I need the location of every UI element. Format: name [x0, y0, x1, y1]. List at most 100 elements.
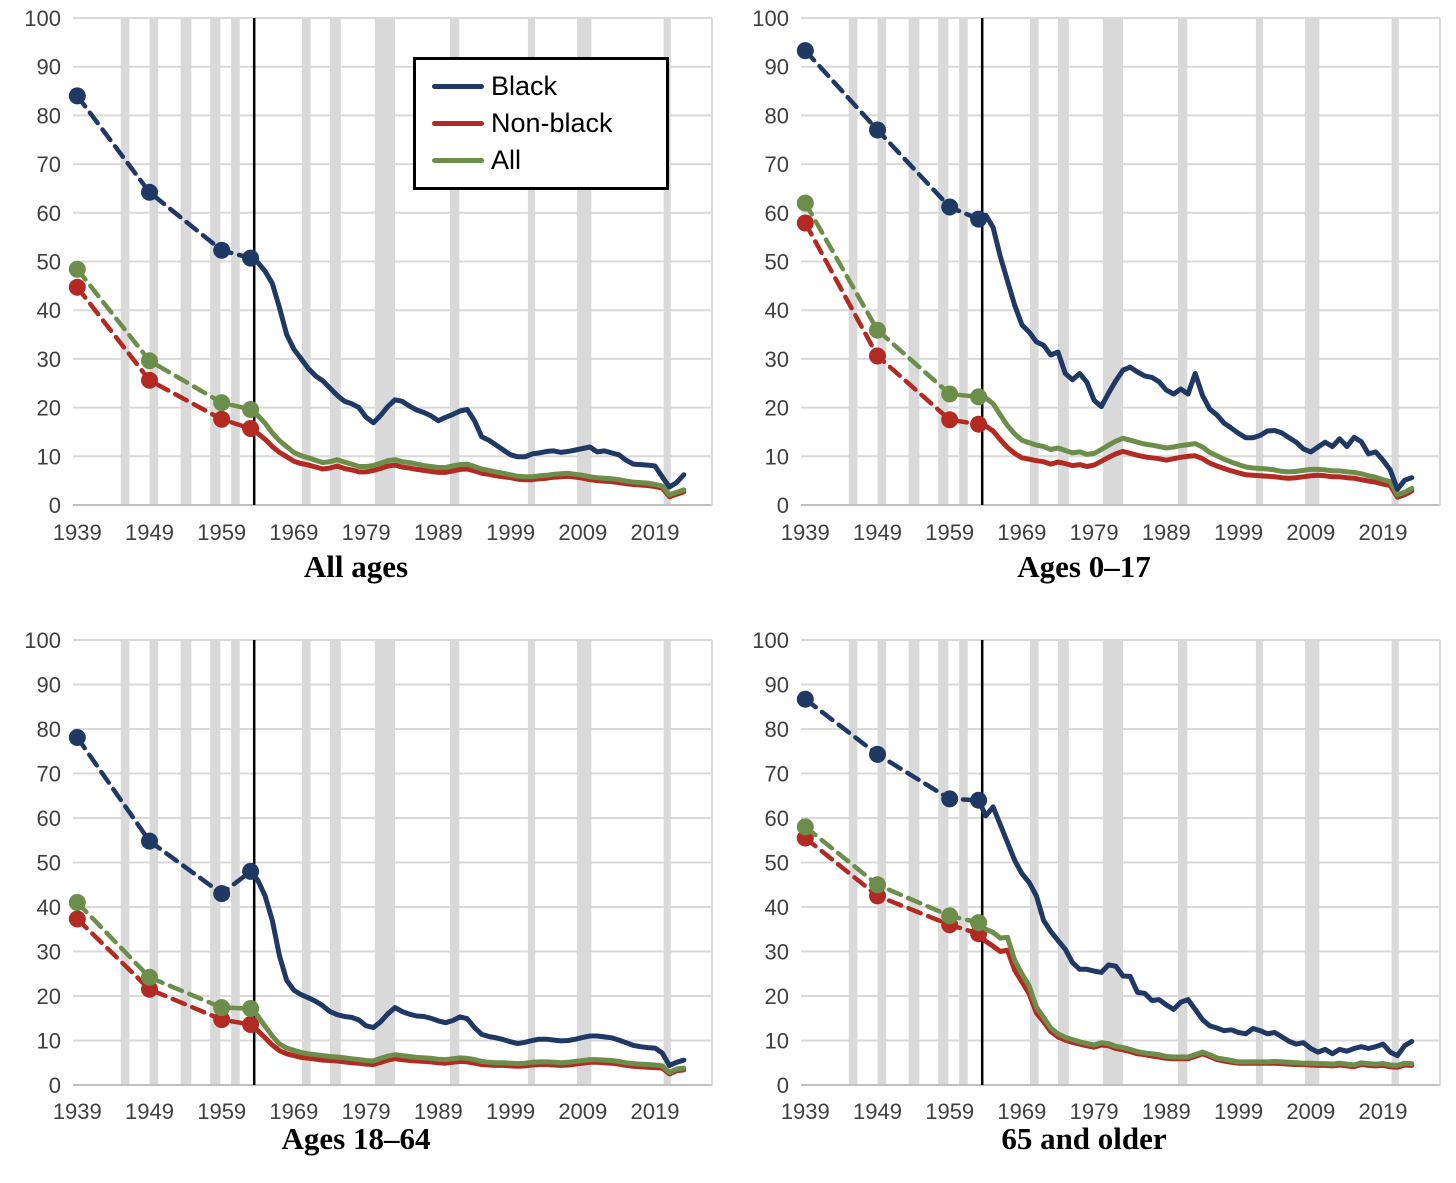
census-marker-black [941, 790, 959, 808]
census-marker-black [213, 241, 231, 259]
y-tick-label: 40 [37, 895, 61, 920]
series-dashed-all [803, 200, 981, 400]
series-dashed-black [75, 735, 253, 897]
series-line-all [976, 920, 1415, 1068]
census-marker-nonblack [141, 980, 158, 998]
y-tick-label: 10 [765, 444, 789, 469]
y-tick-label: 50 [765, 851, 789, 876]
y-tick-label: 90 [37, 673, 61, 698]
census-marker-all [242, 401, 260, 418]
legend-item-black: Black [432, 68, 666, 105]
x-tick-label: 2019 [631, 1099, 680, 1124]
x-tick-label: 2019 [631, 520, 680, 545]
census-marker-all [941, 385, 959, 403]
x-tick-label: 1979 [342, 520, 391, 545]
series-dashed-nonblack [803, 220, 981, 427]
x-tick-label: 1969 [997, 1099, 1046, 1124]
census-marker-nonblack [796, 214, 814, 232]
census-marker-black [68, 87, 86, 105]
y-tick-label: 40 [765, 895, 789, 920]
census-marker-all [213, 394, 231, 412]
x-tick-label: 1979 [342, 1099, 391, 1124]
legend-item-nonblack: Non-black [432, 105, 666, 142]
series-line-all [248, 407, 687, 498]
census-marker-all [796, 818, 814, 836]
series-line-nonblack [976, 931, 1415, 1070]
series-line-all [976, 394, 1415, 498]
y-tick-label: 60 [765, 806, 789, 831]
x-tick-label: 1949 [125, 520, 174, 545]
census-marker-nonblack [242, 1016, 260, 1033]
series-dashed-nonblack [75, 916, 253, 1027]
x-tick-label: 1999 [1214, 1099, 1263, 1124]
x-tick-label: 1939 [53, 520, 102, 545]
census-marker-black [68, 729, 86, 746]
census-marker-all [869, 876, 886, 894]
census-marker-black [141, 832, 158, 850]
legend-label-all: All [491, 145, 522, 175]
y-tick-label: 70 [37, 762, 61, 787]
series-dashed-nonblack [75, 285, 253, 431]
y-tick-label: 100 [24, 628, 61, 653]
census-marker-all [242, 1000, 260, 1017]
y-tick-label: 10 [37, 1029, 61, 1054]
census-marker-nonblack [941, 411, 959, 429]
census-marker-black [213, 885, 231, 903]
y-tick-label: 100 [752, 6, 789, 31]
census-marker-all [941, 907, 959, 925]
x-tick-label: 1949 [853, 1099, 902, 1124]
series-dashed-black [75, 93, 253, 261]
panel-title-65-and-older: 65 and older [1001, 1121, 1167, 1156]
census-marker-all [68, 894, 86, 911]
series-line-black [976, 212, 1415, 492]
x-tick-label: 1989 [1142, 1099, 1191, 1124]
x-tick-label: 2009 [1286, 1099, 1335, 1124]
y-tick-label: 80 [37, 717, 61, 742]
x-tick-label: 1989 [414, 520, 463, 545]
x-tick-label: 1999 [486, 520, 535, 545]
y-tick-label: 10 [37, 444, 61, 469]
census-marker-black [796, 42, 814, 60]
y-tick-label: 100 [24, 6, 61, 31]
series-line-nonblack [248, 426, 687, 500]
series-line-all [248, 1006, 687, 1075]
y-tick-label: 80 [765, 103, 789, 128]
x-tick-label: 2009 [558, 520, 607, 545]
legend-label-black: Black [491, 71, 558, 101]
y-tick-label: 90 [37, 55, 61, 80]
x-tick-label: 1989 [1142, 520, 1191, 545]
x-tick-label: 1959 [925, 1099, 974, 1124]
census-marker-nonblack [68, 910, 86, 928]
census-marker-nonblack [869, 347, 886, 365]
x-tick-label: 1949 [853, 520, 902, 545]
y-tick-label: 90 [765, 673, 789, 698]
census-marker-all [869, 321, 886, 339]
panel-title-all-ages: All ages [303, 549, 409, 584]
y-tick-label: 0 [49, 1073, 61, 1098]
x-tick-label: 2009 [1286, 520, 1335, 545]
census-marker-all [141, 352, 158, 370]
legend: Black Non-black All [413, 57, 669, 190]
y-tick-label: 70 [765, 152, 789, 177]
x-tick-label: 1979 [1070, 520, 1119, 545]
y-tick-label: 30 [765, 940, 789, 965]
y-tick-label: 80 [765, 717, 789, 742]
y-tick-label: 70 [37, 152, 61, 177]
legend-swatch-all-icon [432, 158, 484, 163]
series-line-nonblack [248, 1022, 687, 1077]
y-tick-label: 50 [765, 250, 789, 275]
x-tick-label: 2019 [1359, 1099, 1408, 1124]
series-dashed-all [803, 824, 981, 925]
panel-1: 0 10 20 30 40 50 60 70 80 90 100 1939 1949 1959 1969 19… [752, 6, 1441, 545]
census-marker-all [141, 968, 158, 986]
census-marker-black [941, 198, 959, 216]
panel-3: 0 10 20 30 40 50 60 70 80 90 100 1939 1949 1959 1969 19… [752, 628, 1441, 1124]
panel-2: 0 10 20 30 40 50 60 70 80 90 100 1939 1949 1959 1969 19… [24, 628, 713, 1124]
y-tick-label: 0 [777, 1073, 789, 1098]
legend-label-nonblack: Non-black [491, 108, 613, 138]
y-tick-label: 50 [37, 851, 61, 876]
x-tick-label: 1939 [781, 1099, 830, 1124]
series-line-black [248, 868, 687, 1068]
series-dashed-black [803, 48, 981, 222]
x-tick-label: 1989 [414, 1099, 463, 1124]
